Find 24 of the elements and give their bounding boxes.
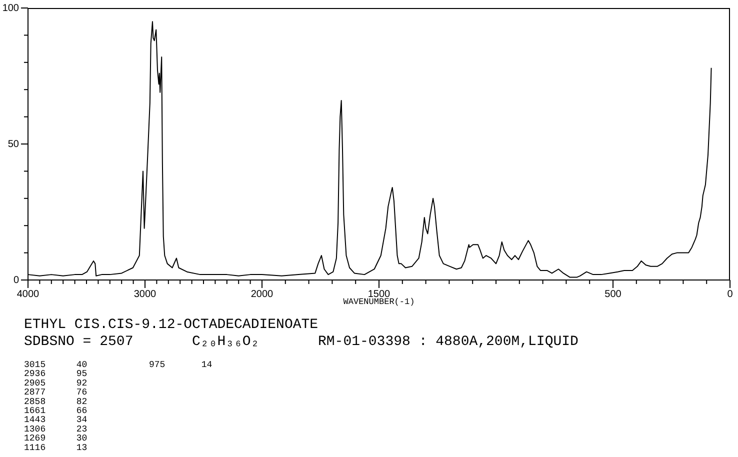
y-tick-label: 50 [8, 139, 20, 150]
x-tick-label: 3000 [134, 289, 157, 300]
x-tick-label: 500 [604, 289, 622, 300]
text: 2905 92 [24, 378, 88, 388]
x-tick-label: 4000 [16, 289, 40, 300]
text: RM-01-03398 : 4880A,200M,LIQUID [318, 334, 578, 350]
text: 1116 13 [24, 442, 88, 453]
x-axis-title: WAVENUMBER(-1) [343, 297, 415, 307]
text: 1306 23 [24, 424, 88, 434]
text: 2936 95 [24, 369, 88, 380]
text: 975 14 [149, 360, 212, 370]
text: 2877 76 [24, 388, 88, 398]
x-tick-label: 2000 [250, 289, 274, 300]
x-tick-label: 0 [727, 289, 734, 300]
text: 1269 30 [24, 434, 88, 444]
text: SDBSNO = 2507 [24, 334, 134, 350]
text: 3015 40 [24, 360, 88, 370]
y-tick-label: 0 [13, 275, 20, 286]
text: ETHYL CIS.CIS-9.12-OCTADECADIENOATE [24, 317, 318, 333]
text: 1661 66 [24, 406, 88, 416]
y-tick-label: 100 [2, 3, 20, 14]
text: 2858 82 [24, 396, 88, 407]
text: C₂₀H₃₆O₂ [192, 334, 260, 350]
text: 1443 34 [24, 415, 88, 426]
